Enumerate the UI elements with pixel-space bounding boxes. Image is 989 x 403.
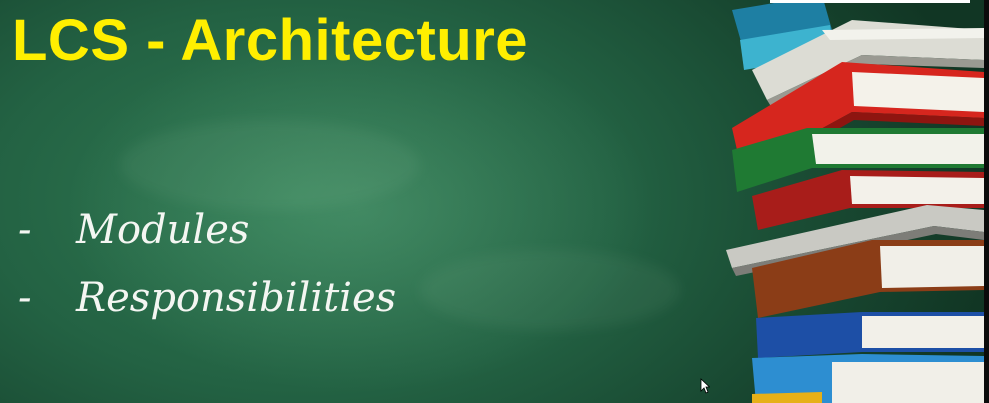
top-highlight-bar bbox=[770, 0, 970, 3]
book-yellow bbox=[752, 392, 822, 403]
bullet-text: Responsibilities bbox=[76, 275, 397, 321]
mouse-pointer-icon bbox=[700, 378, 710, 394]
bullet-text: Modules bbox=[76, 207, 250, 253]
bullet-dash: - bbox=[18, 275, 32, 321]
window-edge-strip bbox=[984, 0, 989, 403]
bullet-item-responsibilities: - Responsibilities bbox=[18, 264, 396, 332]
bullet-dash: - bbox=[18, 207, 32, 253]
book-light-blue bbox=[752, 354, 984, 403]
chalk-smudge bbox=[120, 120, 420, 210]
book-stack-icon bbox=[726, 0, 984, 403]
book-brown bbox=[752, 240, 984, 318]
bullet-list: - Modules - Responsibilities bbox=[18, 196, 396, 332]
chalk-smudge bbox=[420, 250, 680, 330]
book-green bbox=[732, 128, 984, 192]
book-blue bbox=[756, 312, 984, 358]
slide-title: LCS - Architecture bbox=[12, 8, 529, 73]
book-dark-red bbox=[752, 170, 984, 230]
bullet-item-modules: - Modules bbox=[18, 196, 396, 264]
